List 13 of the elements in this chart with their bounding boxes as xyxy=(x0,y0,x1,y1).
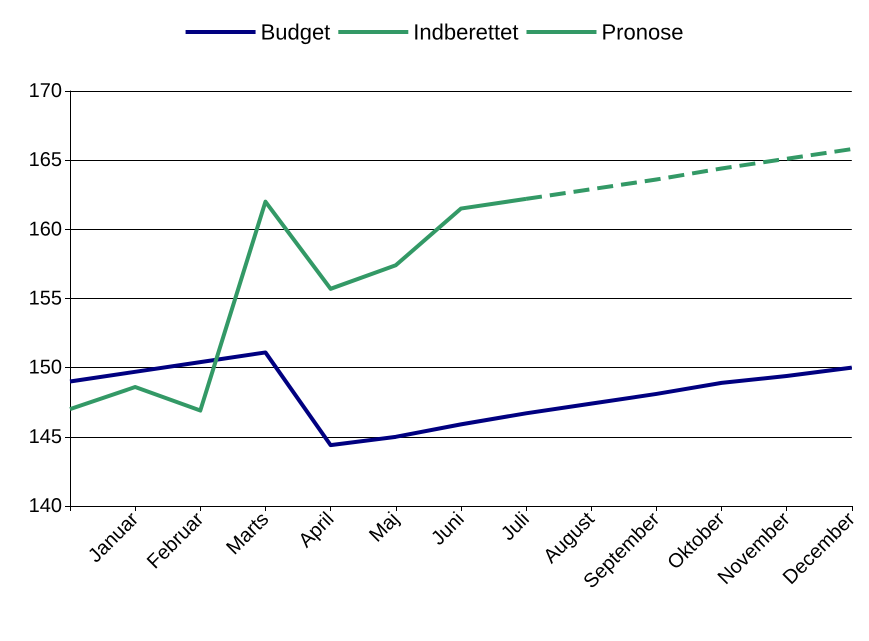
legend-label: Pronose xyxy=(601,20,684,44)
x-tick-label: Juni xyxy=(427,508,469,550)
y-tick-label: 160 xyxy=(28,218,62,240)
y-tick-label: 165 xyxy=(28,149,62,172)
legend-label: Budget xyxy=(260,20,330,44)
y-tick-label: 145 xyxy=(28,426,62,448)
x-tick-label: Maj xyxy=(365,508,404,547)
y-tick-label: 140 xyxy=(28,495,62,517)
legend-label: Indberettet xyxy=(413,20,518,44)
y-tick-label: 150 xyxy=(28,356,62,379)
x-tick-label: Juli xyxy=(497,508,534,545)
y-tick-label: 155 xyxy=(28,288,62,310)
y-tick-label: 170 xyxy=(28,80,62,102)
